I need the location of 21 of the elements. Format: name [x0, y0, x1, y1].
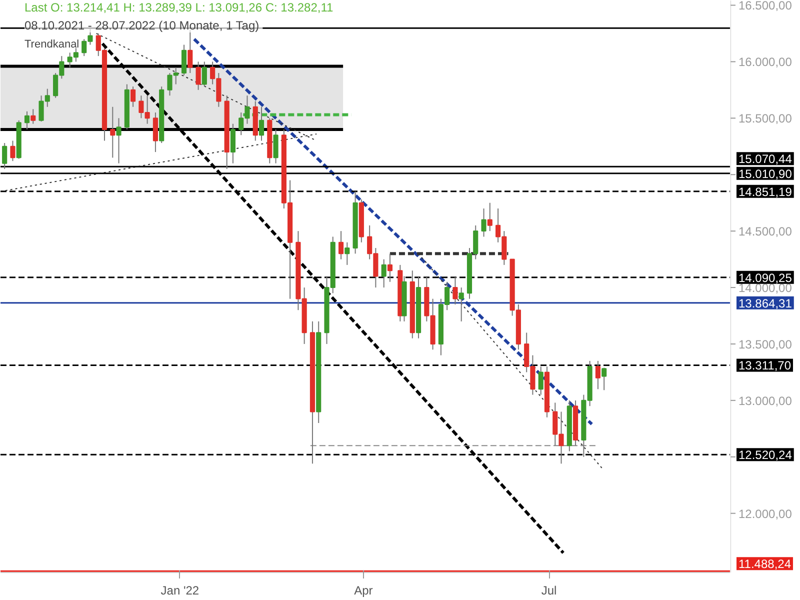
ref-line-label: 15.070,44 — [738, 152, 792, 166]
y-tick-label: 13.000,00 — [738, 394, 792, 408]
ref-line-label: 14.090,25 — [738, 270, 792, 285]
y-tick-label: 15.500,00 — [738, 112, 792, 126]
y-tick-label: 16.500,00 — [738, 0, 792, 13]
chart-title: Last O: 13.214,41 H: 13.289,39 L: 13.091,26 C: 13.282,11 — [24, 0, 334, 14]
y-tick-label: 13.500,00 — [738, 337, 792, 352]
y-tick-label: 12.000,00 — [738, 506, 792, 521]
ref-line-label: 11.488,24 — [738, 557, 792, 572]
y-tick-label: 14.500,00 — [738, 224, 792, 239]
x-tick-label: Jul — [541, 584, 557, 598]
text: 08.10.2021 - 28.07.2022 (10 Monate, 1 Tag) — [24, 18, 260, 32]
ref-line-label: 13.864,31 — [738, 296, 792, 310]
annotation: Trendkanal — [24, 38, 80, 50]
ref-line-label: 14.851,19 — [738, 184, 792, 199]
ref-line-label: 12.520,24 — [738, 448, 792, 462]
ref-line-label: 15.010,90 — [738, 166, 792, 181]
ref-line-label: 13.311,70 — [738, 358, 792, 373]
x-tick-label: Apr — [354, 584, 373, 598]
y-tick-label: 16.000,00 — [738, 55, 792, 70]
x-tick-label: Jan '22 — [160, 584, 200, 598]
